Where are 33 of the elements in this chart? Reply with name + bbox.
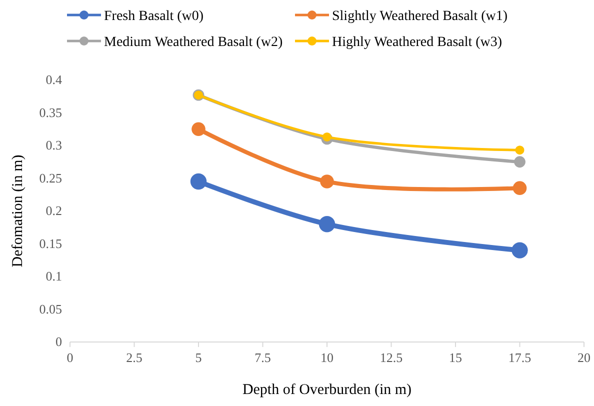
- legend-label: Fresh Basalt (w0): [104, 9, 204, 24]
- x-axis-title: Depth of Overburden (in m): [242, 382, 412, 398]
- point: [512, 181, 527, 195]
- point: [190, 173, 207, 190]
- legend-label: Highly Weathered Basalt (w3): [332, 35, 502, 50]
- x-tick-label: 15: [449, 350, 462, 365]
- x-tick-label: 7.5: [254, 350, 271, 365]
- point: [320, 174, 334, 188]
- point: [192, 122, 206, 136]
- point: [318, 216, 336, 232]
- y-tick-label: 0.3: [46, 138, 62, 152]
- x-tick-label: 5: [195, 350, 202, 365]
- point: [515, 146, 524, 155]
- point: [514, 156, 526, 168]
- y-tick-label: 0.1: [46, 268, 62, 284]
- x-tick-label: 12.5: [380, 350, 403, 365]
- x-tick-label: 10: [320, 350, 334, 365]
- y-tick-label: 0.05: [39, 301, 62, 316]
- point: [322, 132, 332, 142]
- y-axis-title: Defomation (in m): [10, 154, 26, 268]
- x-tick-label: 0: [66, 350, 74, 365]
- y-tick-label: 0.15: [39, 236, 62, 251]
- y-tick-label: 0.2: [46, 203, 62, 218]
- legend-label: Slightly Weathered Basalt (w1): [332, 9, 508, 24]
- legend-label: Medium Weathered Basalt (w2): [104, 35, 283, 50]
- y-tick-label: 0: [56, 334, 62, 349]
- x-tick-label: 17.5: [508, 350, 532, 365]
- y-tick-label: 0.35: [39, 104, 62, 120]
- point: [512, 242, 528, 258]
- y-tick-label: 0.4: [46, 72, 62, 87]
- x-tick-label: 2.5: [126, 350, 142, 365]
- x-tick-label: 20: [578, 350, 590, 365]
- y-tick-label: 0.25: [39, 170, 62, 186]
